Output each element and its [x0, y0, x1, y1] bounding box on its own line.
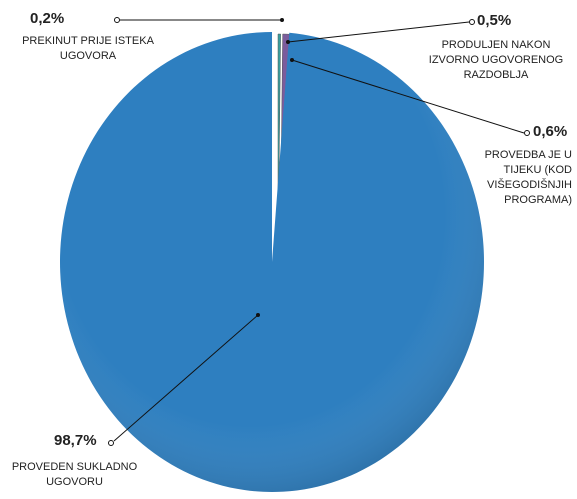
category-label: PROVEDBA JE U TIJEKU (KOD VIŠEGODIŠNJIH … — [484, 149, 572, 206]
category-label: PREKINUT PRIJE ISTEKA UGOVORA — [22, 35, 154, 62]
leader-line — [291, 59, 525, 134]
value-label: 0,6% — [533, 123, 568, 140]
leader-lines — [113, 19, 525, 442]
leader-line — [287, 21, 470, 43]
leader-dot — [524, 130, 530, 136]
slices — [59, 32, 485, 493]
leader-dot — [114, 17, 120, 23]
value-label: 98,7% — [54, 432, 97, 449]
category-label: PRODULJEN NAKON IZVORNO UGOVORENOG RAZDO… — [428, 39, 564, 81]
leader-dot — [469, 19, 475, 25]
category-label: PROVEDEN SUKLADNO UGOVORU — [11, 461, 138, 488]
leader-dot — [290, 58, 294, 62]
leader-dots — [108, 17, 530, 446]
leader-dot — [256, 313, 260, 317]
pie-slice — [59, 32, 485, 493]
leader-dot — [108, 440, 114, 446]
leader-line — [113, 314, 259, 442]
value-label: 0,2% — [30, 10, 65, 27]
value-label: 0,5% — [477, 12, 512, 29]
leader-dot — [280, 18, 284, 22]
leader-dot — [286, 40, 290, 44]
